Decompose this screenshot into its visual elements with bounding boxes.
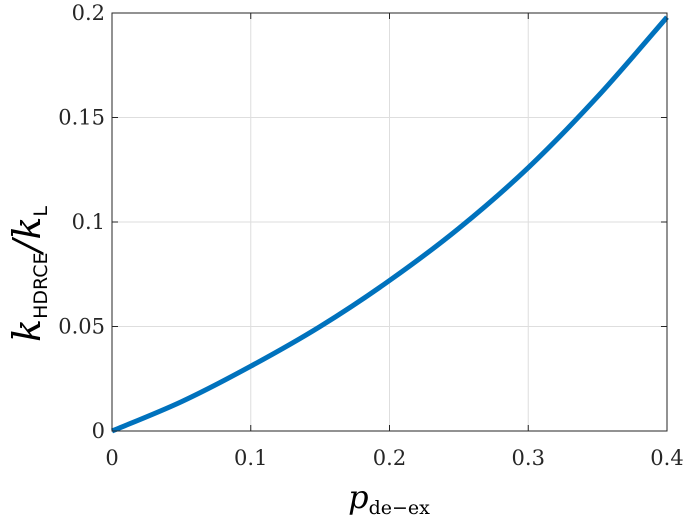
- x-tick-labels: 0 0.1 0.2 0.3 0.4: [105, 446, 683, 470]
- series-layer: [111, 15, 669, 434]
- x-tick-label: 0.1: [234, 446, 267, 470]
- series-line: [111, 15, 669, 434]
- y-tick-label: 0: [92, 419, 105, 443]
- y-axis-label-separator: /: [5, 236, 49, 256]
- y-tick-label: 0.15: [58, 106, 105, 130]
- x-tick-label: 0.3: [512, 446, 545, 470]
- y-axis-label-main-2: k: [5, 217, 49, 240]
- grid: [111, 12, 668, 432]
- y-axis-label-main-1: k: [5, 319, 49, 342]
- y-tick-label: 0.2: [72, 1, 105, 25]
- y-tick-label: 0.1: [72, 210, 105, 234]
- y-axis-label-subscript-2: L: [30, 206, 52, 217]
- x-tick-label: 0.2: [373, 446, 406, 470]
- y-axis-label: kHDRCE/kL: [5, 206, 52, 342]
- x-axis-label-subscript: de−ex: [369, 497, 431, 517]
- y-axis-label-subscript-1: HDRCE: [30, 252, 52, 318]
- y-tick-label: 0.05: [58, 315, 105, 339]
- tick-marks: [111, 12, 668, 432]
- y-tick-labels: 0 0.05 0.1 0.15 0.2: [58, 1, 105, 443]
- x-tick-label: 0.4: [650, 446, 683, 470]
- x-tick-label: 0: [105, 446, 118, 470]
- x-axis-label: pde−ex: [348, 478, 430, 517]
- x-axis-label-main: p: [348, 478, 368, 516]
